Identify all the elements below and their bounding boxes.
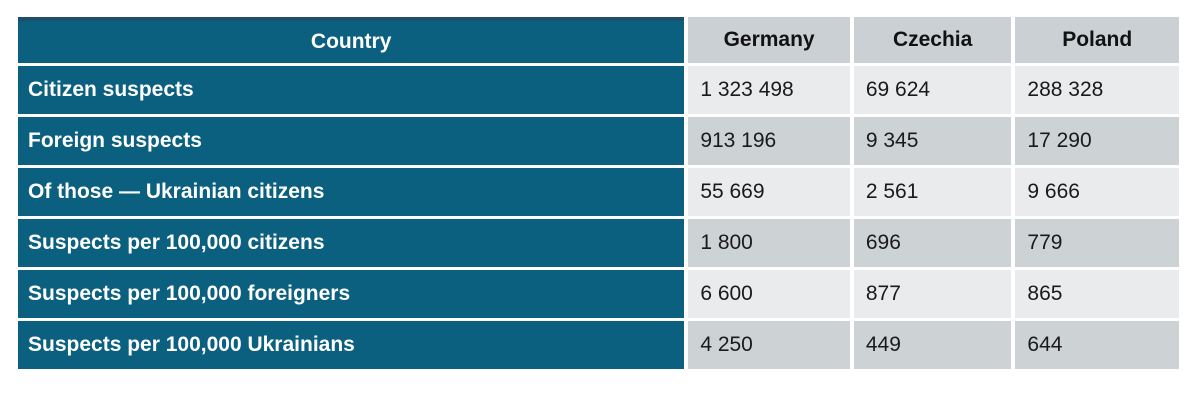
cell-value: 9 345 (853, 117, 1012, 165)
cell-value: 877 (853, 270, 1012, 318)
column-header-poland: Poland (1015, 17, 1179, 63)
cell-value: 17 290 (1015, 117, 1179, 165)
cell-value: 2 561 (853, 168, 1012, 216)
row-label: Suspects per 100,000 foreigners (18, 270, 685, 318)
row-label: Citizen suspects (18, 66, 685, 114)
table-row: Suspects per 100,000 Ukrainians 4 250 44… (18, 321, 1179, 369)
cell-value: 644 (1015, 321, 1179, 369)
row-label: Suspects per 100,000 Ukrainians (18, 321, 685, 369)
table-row: Foreign suspects 913 196 9 345 17 290 (18, 117, 1179, 165)
cell-value: 55 669 (688, 168, 850, 216)
table-body: Citizen suspects 1 323 498 69 624 288 32… (18, 66, 1179, 369)
column-header-germany: Germany (688, 17, 850, 63)
cell-value: 696 (853, 219, 1012, 267)
cell-value: 4 250 (688, 321, 850, 369)
cell-value: 1 800 (688, 219, 850, 267)
table-header: Country Germany Czechia Poland (18, 17, 1179, 63)
cell-value: 69 624 (853, 66, 1012, 114)
table-row: Of those — Ukrainian citizens 55 669 2 5… (18, 168, 1179, 216)
page: Country Germany Czechia Poland Citizen s… (14, 14, 1183, 372)
row-label: Foreign suspects (18, 117, 685, 165)
cell-value: 913 196 (688, 117, 850, 165)
header-row: Country Germany Czechia Poland (18, 17, 1179, 63)
cell-value: 865 (1015, 270, 1179, 318)
row-label: Suspects per 100,000 citizens (18, 219, 685, 267)
cell-value: 449 (853, 321, 1012, 369)
table-row: Citizen suspects 1 323 498 69 624 288 32… (18, 66, 1179, 114)
table-row: Suspects per 100,000 foreigners 6 600 87… (18, 270, 1179, 318)
corner-header-country: Country (18, 17, 685, 63)
cell-value: 779 (1015, 219, 1179, 267)
cell-value: 6 600 (688, 270, 850, 318)
column-header-czechia: Czechia (853, 17, 1012, 63)
row-label: Of those — Ukrainian citizens (18, 168, 685, 216)
suspects-statistics-table: Country Germany Czechia Poland Citizen s… (14, 14, 1183, 372)
cell-value: 288 328 (1015, 66, 1179, 114)
table-row: Suspects per 100,000 citizens 1 800 696 … (18, 219, 1179, 267)
cell-value: 1 323 498 (688, 66, 850, 114)
cell-value: 9 666 (1015, 168, 1179, 216)
